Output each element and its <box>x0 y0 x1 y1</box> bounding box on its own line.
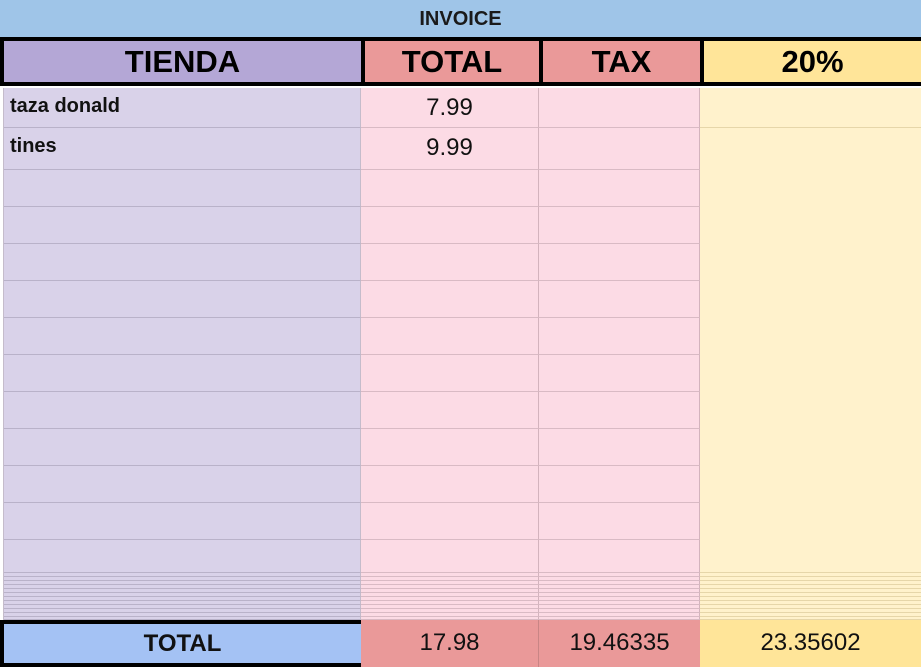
tienda-cell[interactable] <box>4 617 361 620</box>
total-cell[interactable] <box>361 540 539 573</box>
tax-cell[interactable] <box>539 170 700 207</box>
tax-cell[interactable] <box>539 605 700 609</box>
tax-cell[interactable] <box>539 392 700 429</box>
header-pct[interactable]: 20% <box>700 37 921 86</box>
pct-merged-cell[interactable] <box>700 128 921 573</box>
tienda-cell[interactable] <box>4 355 361 392</box>
totals-total[interactable]: 17.98 <box>361 620 539 667</box>
tienda-cell[interactable] <box>4 597 361 601</box>
total-cell[interactable] <box>361 281 539 318</box>
pct-cell[interactable] <box>700 589 921 593</box>
header-tienda[interactable]: TIENDA <box>0 37 365 86</box>
total-cell[interactable] <box>361 170 539 207</box>
total-cell[interactable] <box>361 589 539 593</box>
tax-cell[interactable] <box>539 617 700 620</box>
total-cell[interactable] <box>361 601 539 605</box>
totals-pct[interactable]: 23.35602 <box>700 620 921 667</box>
tienda-cell[interactable] <box>4 581 361 585</box>
tax-cell[interactable] <box>539 207 700 244</box>
tienda-cell[interactable] <box>4 503 361 540</box>
tienda-cell[interactable] <box>4 577 361 581</box>
total-cell[interactable] <box>361 244 539 281</box>
tax-cell[interactable] <box>539 601 700 605</box>
tienda-cell[interactable] <box>4 318 361 355</box>
total-cell[interactable]: 7.99 <box>361 88 539 128</box>
tax-cell[interactable] <box>539 577 700 581</box>
total-cell[interactable] <box>361 355 539 392</box>
tienda-cell[interactable] <box>4 605 361 609</box>
tienda-cell[interactable] <box>4 540 361 573</box>
header-tax[interactable]: TAX <box>539 37 704 86</box>
total-cell[interactable] <box>361 593 539 597</box>
total-cell[interactable] <box>361 581 539 585</box>
totals-tax[interactable]: 19.46335 <box>539 620 700 667</box>
tienda-cell[interactable] <box>4 573 361 577</box>
total-cell[interactable] <box>361 429 539 466</box>
tienda-cell[interactable] <box>4 613 361 617</box>
pct-cell[interactable] <box>700 609 921 613</box>
tienda-cell[interactable]: tines <box>4 128 361 170</box>
tax-cell[interactable] <box>539 613 700 617</box>
tax-cell[interactable] <box>539 593 700 597</box>
pct-cell[interactable] <box>700 613 921 617</box>
tienda-cell[interactable] <box>4 207 361 244</box>
pct-cell[interactable] <box>700 577 921 581</box>
tienda-cell[interactable]: taza donald <box>4 88 361 128</box>
tax-cell[interactable] <box>539 585 700 589</box>
tax-cell[interactable] <box>539 609 700 613</box>
tienda-cell[interactable] <box>4 585 361 589</box>
header-total[interactable]: TOTAL <box>361 37 543 86</box>
tienda-cell[interactable] <box>4 466 361 503</box>
pct-cell[interactable] <box>700 88 921 128</box>
tax-cell[interactable] <box>539 573 700 577</box>
total-cell[interactable] <box>361 585 539 589</box>
tienda-cell[interactable] <box>4 609 361 613</box>
total-cell[interactable] <box>361 577 539 581</box>
tax-cell[interactable] <box>539 503 700 540</box>
tienda-cell[interactable] <box>4 392 361 429</box>
tienda-cell[interactable] <box>4 429 361 466</box>
tax-cell[interactable] <box>539 318 700 355</box>
tienda-cell[interactable] <box>4 593 361 597</box>
total-cell[interactable] <box>361 318 539 355</box>
total-cell[interactable] <box>361 617 539 620</box>
tax-cell[interactable] <box>539 581 700 585</box>
total-cell[interactable] <box>361 466 539 503</box>
total-cell[interactable] <box>361 597 539 601</box>
tax-cell[interactable] <box>539 589 700 593</box>
total-cell[interactable] <box>361 573 539 577</box>
tax-cell[interactable] <box>539 429 700 466</box>
tienda-cell[interactable] <box>4 589 361 593</box>
pct-cell[interactable] <box>700 581 921 585</box>
tax-cell[interactable] <box>539 355 700 392</box>
pct-cell[interactable] <box>700 617 921 620</box>
pct-cell[interactable] <box>700 585 921 589</box>
tienda-cell[interactable] <box>4 601 361 605</box>
total-cell[interactable] <box>361 207 539 244</box>
tienda-cell[interactable] <box>4 244 361 281</box>
tax-cell[interactable] <box>539 540 700 573</box>
total-cell[interactable] <box>361 503 539 540</box>
tax-cell[interactable] <box>539 244 700 281</box>
row-gutter <box>0 88 4 620</box>
total-cell[interactable] <box>361 392 539 429</box>
tax-cell[interactable] <box>539 466 700 503</box>
total-cell[interactable] <box>361 605 539 609</box>
tienda-cell[interactable] <box>4 170 361 207</box>
tienda-cell[interactable] <box>4 281 361 318</box>
pct-cell[interactable] <box>700 601 921 605</box>
total-cell[interactable] <box>361 609 539 613</box>
tax-cell[interactable] <box>539 128 700 170</box>
total-cell[interactable]: 9.99 <box>361 128 539 170</box>
tax-cell[interactable] <box>539 88 700 128</box>
pct-cell[interactable] <box>700 573 921 577</box>
pct-cell[interactable] <box>700 597 921 601</box>
pct-cell[interactable] <box>700 593 921 597</box>
pct-cell[interactable] <box>700 605 921 609</box>
invoice-title[interactable]: INVOICE <box>0 0 921 38</box>
total-cell[interactable] <box>361 613 539 617</box>
totals-label[interactable]: TOTAL <box>0 620 365 667</box>
tax-cell[interactable] <box>539 281 700 318</box>
tax-cell[interactable] <box>539 597 700 601</box>
